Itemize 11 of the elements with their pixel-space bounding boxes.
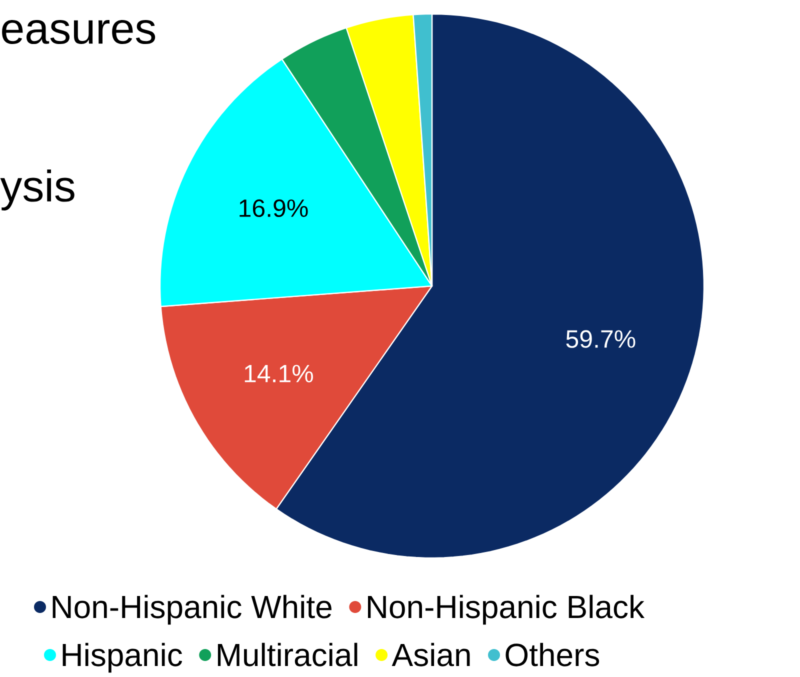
- legend-label: Non-Hispanic White: [52, 594, 332, 625]
- legend-label: Non-Hispanic Black: [368, 594, 645, 625]
- legend-label: Others: [506, 642, 600, 666]
- data-label: 14.1%: [244, 364, 313, 382]
- legend-label: Hispanic: [62, 642, 182, 673]
- data-label: 16.9%: [240, 199, 308, 218]
- text: easures: [2, 20, 156, 44]
- legend-label: Asian: [392, 642, 470, 666]
- legend-label: Multiracial: [218, 642, 358, 666]
- data-label: 59.7%: [566, 330, 636, 348]
- text: ysis: [0, 169, 74, 210]
